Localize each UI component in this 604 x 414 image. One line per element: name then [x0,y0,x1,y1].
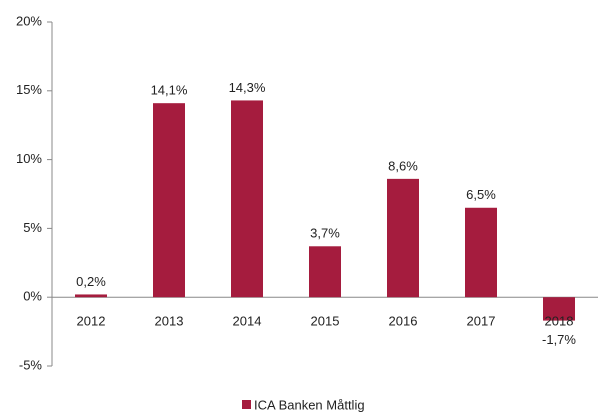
data-label: -1,7% [542,332,576,347]
y-tick-label: 20% [16,13,42,28]
y-tick-label: 15% [16,82,42,97]
bar [387,178,419,298]
data-label: 14,3% [229,80,266,95]
bar [75,294,107,298]
data-label: 0,2% [76,274,106,289]
bar [465,207,497,298]
x-tick-label: 2014 [233,314,262,329]
x-tick-label: 2012 [77,314,106,329]
legend-label: ICA Banken Måttlig [254,397,365,412]
data-label: 6,5% [466,187,496,202]
data-label: 14,1% [151,83,188,98]
y-tick-label: 0% [23,289,42,304]
y-tick-label: 10% [16,151,42,166]
legend-swatch [242,400,251,409]
y-tick-label: 5% [23,220,42,235]
data-label: 3,7% [310,226,340,241]
x-tick-label: 2016 [389,314,418,329]
x-tick-label: 2013 [155,314,184,329]
y-tick-label: -5% [19,357,43,372]
x-tick-label: 2018 [545,314,574,329]
bar [543,297,575,321]
bar [231,100,263,298]
bar [153,103,185,298]
data-label: 8,6% [388,158,418,173]
x-tick-label: 2017 [467,314,496,329]
x-tick-label: 2015 [311,314,340,329]
bar [309,246,341,298]
